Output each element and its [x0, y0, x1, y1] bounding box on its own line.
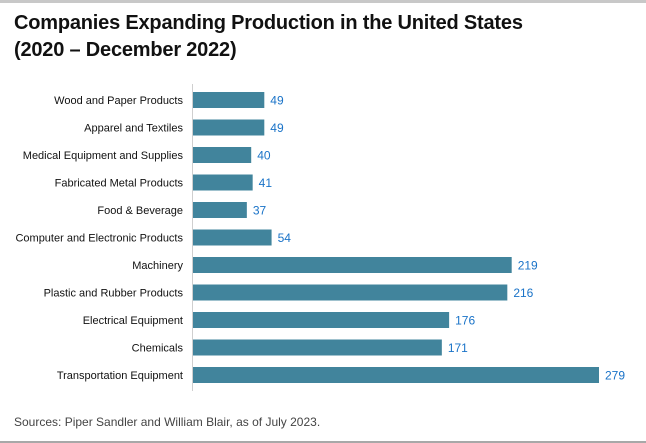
bar [193, 174, 253, 191]
bar [193, 339, 442, 356]
chart-title-line2: (2020 – December 2022) [14, 39, 237, 61]
category-label: Food & Beverage [97, 205, 183, 217]
value-label: 54 [278, 231, 292, 245]
category-label: Electrical Equipment [83, 315, 183, 327]
chart-title-line1: Companies Expanding Production in the Un… [14, 12, 523, 34]
value-label: 216 [513, 286, 533, 300]
category-label: Apparel and Textiles [84, 123, 183, 135]
bottom-border [0, 441, 646, 443]
category-label: Fabricated Metal Products [55, 178, 184, 190]
bar [193, 257, 512, 273]
category-label: Computer and Electronic Products [15, 233, 183, 245]
category-label: Wood and Paper Products [54, 95, 183, 107]
bar [193, 312, 450, 328]
chart-title: Companies Expanding Production in the Un… [14, 10, 523, 64]
value-label: 176 [455, 314, 475, 328]
bar [193, 147, 252, 163]
source-note: Sources: Piper Sandler and William Blair… [14, 415, 321, 429]
category-label: Transportation Equipment [57, 370, 183, 382]
value-label: 49 [270, 121, 284, 135]
bar [193, 92, 265, 108]
category-label: Chemicals [132, 343, 184, 355]
value-label: 40 [257, 149, 271, 163]
bar [193, 229, 272, 246]
top-border [0, 0, 646, 3]
value-label: 49 [270, 94, 284, 108]
value-label: 279 [605, 369, 625, 383]
bar [193, 119, 265, 136]
bar [193, 367, 599, 383]
value-label: 171 [448, 341, 468, 355]
value-label: 37 [253, 204, 267, 218]
category-label: Plastic and Rubber Products [44, 288, 184, 300]
value-label: 219 [518, 259, 538, 273]
category-label: Machinery [132, 260, 183, 272]
value-label: 41 [259, 176, 273, 190]
category-label: Medical Equipment and Supplies [23, 150, 184, 162]
bar [193, 202, 247, 218]
bar [193, 284, 508, 301]
